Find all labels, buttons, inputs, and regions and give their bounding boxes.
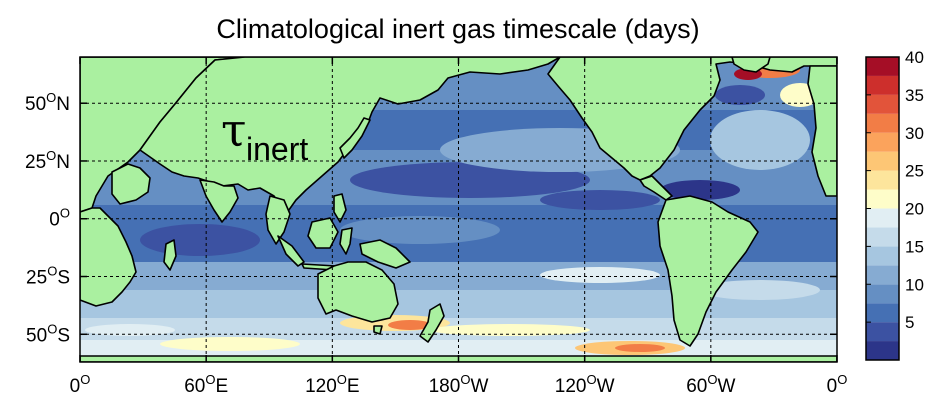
landmass-greenland [731,57,771,73]
colorbar-label-4: 25 [905,162,924,181]
colorbar-swatch-14 [866,75,899,95]
land-masses [80,57,837,362]
y-tick-label-2: 0O [49,206,70,231]
colorbar-swatch-6 [866,227,899,247]
landmass-central-america [639,175,673,201]
ocean-patch-5 [710,110,810,170]
colorbar-swatch-15 [866,57,899,76]
colorbar-label-6: 35 [905,86,924,105]
ocean-patch-11 [430,324,590,336]
grid-lines [80,57,837,362]
colorbar-swatch-13 [866,94,899,114]
landmass-sumatra [277,235,305,267]
landmass-india [199,179,239,223]
x-tick-label-6: 0O [827,372,848,397]
x-tick-labels: 0O 60OE 120OE 180OW 120OW 60OW 0O [70,372,848,397]
landmass-new-zealand [419,303,445,343]
colorbar-swatch-10 [866,151,899,171]
colorbar-label-3: 20 [905,200,924,219]
ocean-patch-10 [388,320,432,330]
landmass-south-america [657,195,759,347]
ocean-patch-3 [340,216,500,244]
colorbar-label-1: 10 [905,275,924,294]
colorbar-label-5: 30 [905,124,924,143]
landmass-eurasia [80,57,561,215]
x-tick-label-1: 60OE [184,372,228,397]
ocean-patch-14 [160,337,300,351]
colorbar-label-0: 5 [905,313,914,332]
colorbar-swatch-11 [866,132,899,152]
ocean-patch-8 [700,280,820,300]
map-area [80,57,837,362]
x-tick-label-5: 60OW [686,372,735,397]
colorbar-swatch-3 [866,284,899,304]
y-tick-label-0: 50ON [25,90,70,115]
y-tick-labels: 50ON 25ON 0O 25OS 50OS [25,90,70,346]
colorbar-swatch-1 [866,322,899,342]
colorbar-label-2: 15 [905,237,924,256]
y-tick-label-1: 25ON [25,148,70,173]
colorbar-swatch-9 [866,170,899,190]
colorbar-swatch-12 [866,113,899,133]
colorbar-label-7: 40 [905,48,924,67]
x-tick-label-0: 0O [70,372,91,397]
x-tick-label-4: 120OW [555,372,615,397]
landmass-west-europe-africa [807,65,837,197]
colorbar-swatch-5 [866,246,899,266]
colorbar-swatch-4 [866,265,899,285]
y-tick-label-3: 25OS [26,264,70,289]
landmass-africa [80,207,137,307]
y-tick-label-4: 50OS [26,321,70,346]
colorbar-swatch-0 [866,341,899,360]
ocean-patch-7 [540,267,660,283]
landmass-borneo [307,217,339,249]
landmass-arabia [111,163,151,205]
ocean-patch-13 [615,344,665,352]
colorbar-swatch-8 [866,189,899,209]
landmass-new-guinea [359,239,411,269]
x-tick-label-3: 180OW [429,372,489,397]
ocean-patch-6 [660,180,740,200]
landmass-japan [339,117,371,159]
colorbar-swatch-7 [866,208,899,228]
ocean-patch-15 [85,324,175,336]
colorbar-swatch-2 [866,303,899,323]
ocean-patch-2 [540,190,660,210]
landmass-philippines [333,193,347,223]
chart-title: Climatological inert gas timescale (days… [216,14,699,44]
landmass-sulawesi [339,227,353,255]
tau-annotation: τ inert [221,103,308,167]
landmass-americas-north [547,57,837,181]
axis-ticks [79,57,838,362]
colorbar: 5 10 15 20 25 30 35 40 [865,48,924,361]
tau-symbol: τ [221,103,246,157]
x-tick-label-2: 120OE [305,372,360,397]
ocean-patch-19 [715,85,765,105]
tau-subscript: inert [246,131,308,167]
landmass-tasmania [373,325,383,335]
ocean-patch-0 [140,224,260,256]
landmass-madagascar [163,239,177,271]
